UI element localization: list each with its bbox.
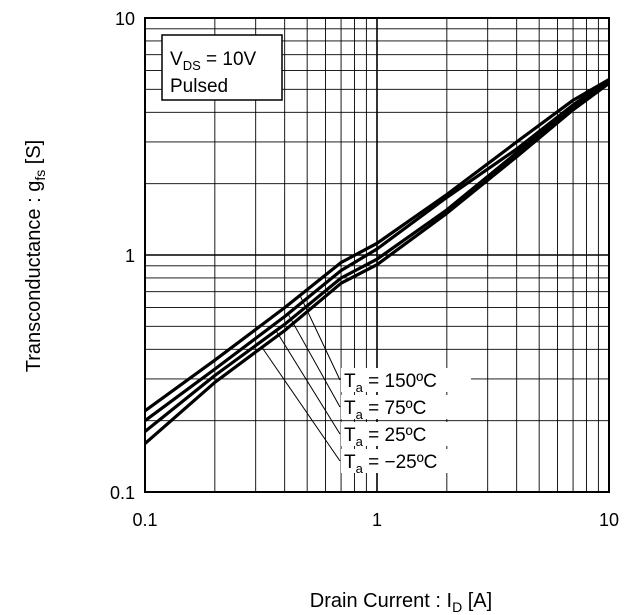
leader-line: [299, 295, 341, 381]
y-tick-label: 1: [125, 246, 135, 266]
leader-line: [287, 313, 341, 408]
y-tick-label: 0.1: [110, 483, 135, 503]
series-label-background: [341, 449, 471, 473]
series-labels: Ta = 150ºC Ta = 75ºC Ta = 25ºC Ta = −25ºC: [341, 368, 471, 476]
series-line: [143, 80, 610, 433]
series-label-background: [341, 422, 471, 446]
series-label: Ta = −25ºC: [344, 452, 437, 476]
series-line: [144, 78, 610, 413]
condition-box: VDS = 10V Pulsed: [161, 34, 283, 101]
series-label: Ta = 25ºC: [344, 425, 426, 449]
leader-line: [261, 347, 341, 462]
x-axis-label: Drain Current : ID [A]: [310, 590, 492, 615]
series-line: [144, 78, 610, 422]
series-label-background: [341, 395, 471, 419]
x-tick-label: 0.1: [132, 510, 157, 530]
legend-leader-lines: [261, 295, 341, 462]
series-label-background: [341, 368, 471, 392]
series-lines: [143, 78, 610, 445]
y-axis-label: Transconductance : gfs [S]: [23, 140, 48, 373]
tick-labels: 0.1 1 10 0.1 1 10: [110, 9, 619, 530]
leader-line: [275, 330, 341, 435]
condition-line-1: VDS = 10V: [170, 49, 257, 73]
series-label: Ta = 150ºC: [344, 371, 437, 395]
series-label: Ta = 75ºC: [344, 398, 426, 422]
x-tick-label: 10: [599, 510, 619, 530]
y-tick-label: 10: [115, 9, 135, 29]
x-tick-label: 1: [372, 510, 382, 530]
series-line: [143, 82, 610, 445]
plot-frame: [144, 17, 610, 493]
condition-line-2: Pulsed: [170, 76, 228, 97]
